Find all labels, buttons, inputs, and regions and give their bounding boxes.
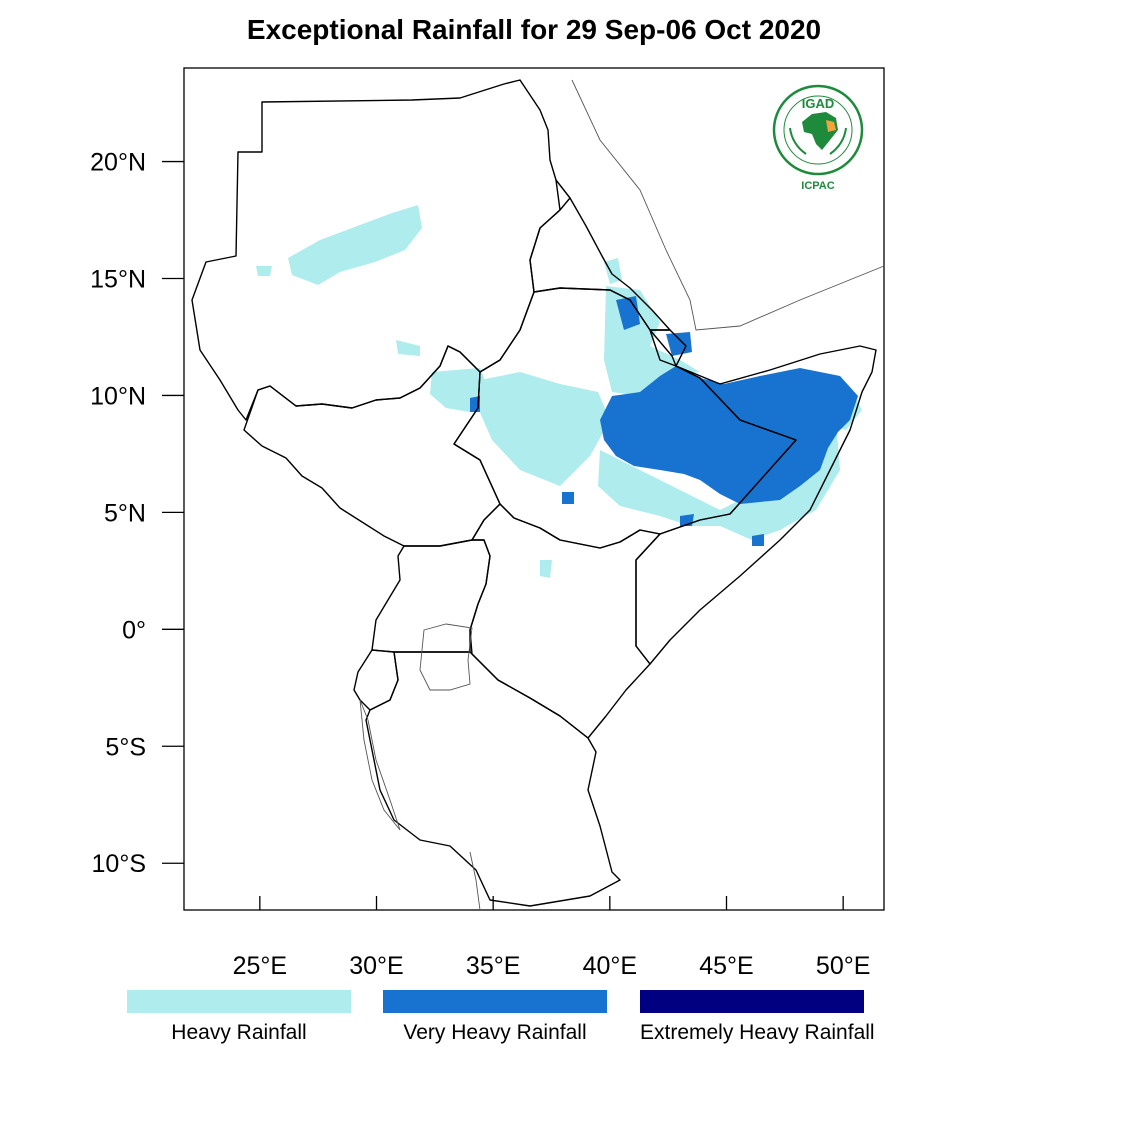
legend-swatch-heavy xyxy=(127,990,351,1013)
lat-tick-label: 10°S xyxy=(92,850,146,878)
lon-tick-labels: 25°E 30°E 35°E 40°E 45°E 50°E xyxy=(233,952,871,980)
logo-top-text: IGAD xyxy=(802,96,835,111)
lat-tick-label: 5°S xyxy=(105,733,146,761)
uganda-outline xyxy=(371,539,491,653)
legend-swatch-extremely-heavy xyxy=(640,990,864,1013)
legend-swatch-very-heavy xyxy=(383,990,607,1013)
legend-item-extremely-heavy: Extremely Heavy Rainfall xyxy=(640,990,875,1045)
lon-tick-label: 30°E xyxy=(349,952,403,980)
arabian-coast-line xyxy=(571,79,885,331)
heavy-rainfall-area-sahel xyxy=(288,205,422,285)
lat-tick-labels: 20°N 15°N 10°N 5°N 0° 5°S 10°S xyxy=(90,149,146,879)
somalia-outline xyxy=(635,345,877,665)
very-heavy-rainfall-area-somalia-south xyxy=(752,534,764,546)
lon-tick-label: 35°E xyxy=(466,952,520,980)
map-title: Exceptional Rainfall for 29 Sep-06 Oct 2… xyxy=(246,14,822,45)
very-heavy-rainfall-area-southwest xyxy=(562,492,574,504)
legend-label-very-heavy: Very Heavy Rainfall xyxy=(403,1021,587,1044)
heavy-rainfall-area-kenya-north xyxy=(540,560,552,578)
legend-label-extremely-heavy: Extremely Heavy Rainfall xyxy=(640,1021,875,1044)
lon-tick-label: 40°E xyxy=(583,952,637,980)
legend-item-heavy: Heavy Rainfall xyxy=(127,990,351,1045)
lake-victoria-outline xyxy=(419,623,473,691)
legend: Heavy Rainfall Very Heavy Rainfall Extre… xyxy=(0,990,1125,1060)
igad-icpac-logo: IGAD ICPAC xyxy=(768,82,868,194)
lon-tick-label: 25°E xyxy=(233,952,287,980)
very-heavy-rainfall-areas xyxy=(470,296,858,546)
heavy-rainfall-area-kordofan xyxy=(396,340,420,356)
very-heavy-rainfall-area-djibouti xyxy=(666,332,692,356)
lat-tick-label: 15°N xyxy=(90,266,146,294)
legend-label-heavy: Heavy Rainfall xyxy=(171,1021,307,1044)
very-heavy-rainfall-area-afar xyxy=(616,296,640,330)
country-borders xyxy=(191,79,877,907)
heavy-rainfall-area-ethiopia-south xyxy=(598,420,840,540)
lat-tick-label: 20°N xyxy=(90,149,146,177)
lat-tick-label: 5°N xyxy=(104,499,146,527)
heavy-rainfall-area-darfur-small xyxy=(256,266,272,276)
malawi-line xyxy=(469,851,481,911)
very-heavy-rainfall-area-horn xyxy=(600,366,858,504)
lake-tanganyika-outline xyxy=(359,699,401,831)
logo-bottom-text: ICPAC xyxy=(801,180,834,192)
lat-tick-label: 10°N xyxy=(90,382,146,410)
lon-tick-label: 45°E xyxy=(699,952,753,980)
lon-tick-label: 50°E xyxy=(816,952,870,980)
axis-ticks xyxy=(162,160,844,910)
lat-tick-label: 0° xyxy=(122,616,146,644)
lake-and-coast-lines xyxy=(359,79,885,911)
tanzania-outline xyxy=(365,651,621,907)
heavy-rainfall-area-ethiopia-west xyxy=(478,372,610,486)
legend-item-very-heavy: Very Heavy Rainfall xyxy=(383,990,607,1045)
djibouti-outline xyxy=(649,329,687,367)
igad-emblem-icon: IGAD ICPAC xyxy=(772,84,864,192)
